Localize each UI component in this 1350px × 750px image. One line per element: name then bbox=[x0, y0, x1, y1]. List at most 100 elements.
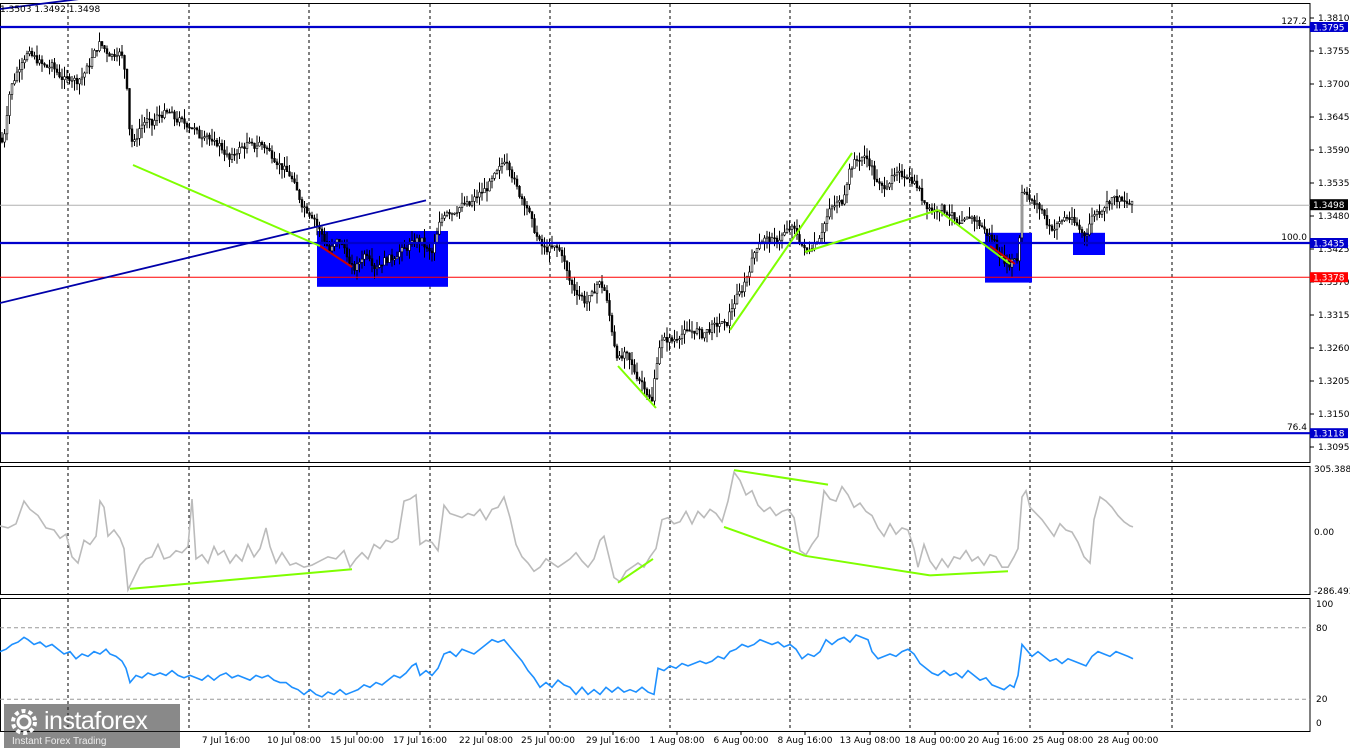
candle-body bbox=[385, 257, 389, 263]
candle-body bbox=[320, 228, 324, 235]
cci-line bbox=[0, 470, 1134, 593]
candle-body bbox=[0, 137, 4, 143]
candle-body bbox=[705, 329, 709, 334]
candle-body bbox=[328, 245, 331, 252]
candle-body bbox=[213, 139, 216, 142]
candle-body bbox=[843, 194, 846, 205]
x-tick-label: 8 Aug 16:00 bbox=[778, 736, 833, 746]
candle-body bbox=[28, 50, 31, 55]
candle-body bbox=[223, 149, 226, 155]
x-tick-label: 17 Jul 16:00 bbox=[393, 736, 447, 746]
y-tick-label: 1.3755 bbox=[1318, 47, 1350, 57]
candle-body bbox=[1078, 224, 1081, 230]
candle-body bbox=[883, 185, 886, 190]
candle-body bbox=[1075, 222, 1079, 226]
candle-body bbox=[993, 239, 996, 241]
candle-body bbox=[160, 115, 164, 118]
candle-body bbox=[1053, 228, 1056, 231]
y-tick-label: 1.3095 bbox=[1318, 443, 1350, 453]
panel-frame bbox=[0, 598, 1311, 732]
candle-body bbox=[278, 163, 281, 166]
cci-trend-line bbox=[129, 568, 353, 590]
candle-body bbox=[945, 212, 949, 215]
candle-body bbox=[98, 41, 101, 52]
candle-body bbox=[728, 311, 731, 326]
candle-body bbox=[928, 207, 931, 210]
candle-body bbox=[405, 247, 409, 251]
level-price-label: 1.3435 bbox=[1313, 240, 1345, 250]
candle-body bbox=[148, 118, 151, 121]
candle-body bbox=[755, 248, 759, 253]
current-price-tag bbox=[1310, 199, 1348, 211]
candle-body bbox=[1060, 220, 1064, 222]
candle-body bbox=[475, 196, 479, 199]
candle-body bbox=[345, 247, 349, 258]
candle-body bbox=[690, 330, 694, 333]
candle-body bbox=[48, 66, 51, 69]
y-tick-label: 1.3260 bbox=[1318, 344, 1350, 354]
candle-body bbox=[263, 144, 266, 149]
candle-body bbox=[303, 206, 306, 209]
candle-body bbox=[233, 153, 236, 156]
candle-body bbox=[500, 163, 504, 167]
x-tick-label: 20 Aug 16:00 bbox=[968, 736, 1029, 746]
candle-body bbox=[510, 169, 514, 179]
candle-body bbox=[575, 289, 579, 296]
candle-body bbox=[455, 212, 459, 214]
rsi-panel: 100 80 20 0 bbox=[0, 600, 1333, 729]
candle-body bbox=[190, 127, 194, 130]
cci-trend-line bbox=[929, 570, 1009, 577]
x-tick-label: 1 Aug 08:00 bbox=[650, 736, 705, 746]
trend-line bbox=[804, 209, 939, 253]
candle-body bbox=[1020, 192, 1024, 239]
level-price-tag bbox=[1310, 22, 1348, 32]
candle-body bbox=[1043, 209, 1046, 216]
candle-body bbox=[535, 232, 539, 237]
candle-body bbox=[1093, 214, 1096, 217]
candle-body bbox=[675, 339, 679, 341]
level-price-label: 1.3378 bbox=[1313, 274, 1345, 284]
candle-body bbox=[238, 147, 241, 154]
candle-body bbox=[1025, 191, 1029, 196]
candle-body bbox=[123, 55, 126, 70]
candle-body bbox=[120, 51, 124, 56]
candle-body bbox=[230, 153, 234, 160]
candle-body bbox=[738, 291, 741, 295]
candle-body bbox=[35, 55, 39, 64]
rsi-tick-label: 0 bbox=[1316, 719, 1322, 729]
candle-body bbox=[353, 263, 356, 271]
cci-tick-label: -286.4931 bbox=[1314, 587, 1350, 597]
candle-body bbox=[295, 182, 299, 191]
candle-body bbox=[513, 177, 516, 180]
candle-body bbox=[790, 225, 794, 230]
trend-line bbox=[319, 245, 353, 268]
candle-body bbox=[890, 175, 894, 184]
candle-body bbox=[8, 94, 11, 116]
candle-body bbox=[1095, 211, 1099, 215]
trend-line bbox=[937, 209, 1011, 265]
candle-body bbox=[368, 255, 371, 259]
candle-body bbox=[1063, 217, 1066, 221]
candle-body bbox=[285, 165, 289, 172]
candle-body bbox=[178, 117, 181, 123]
candle-body bbox=[538, 236, 541, 240]
candle-body bbox=[188, 126, 191, 129]
candle-body bbox=[1118, 196, 1121, 203]
candle-body bbox=[173, 111, 176, 120]
candle-body bbox=[403, 247, 406, 249]
candle-body bbox=[915, 180, 919, 189]
candle-body bbox=[1130, 200, 1134, 205]
candle-body bbox=[140, 124, 144, 129]
candle-body bbox=[918, 187, 921, 190]
candle-body bbox=[125, 68, 129, 89]
candle-body bbox=[688, 329, 691, 332]
candle-body bbox=[1015, 258, 1019, 262]
candle-body bbox=[433, 242, 436, 254]
candle-body bbox=[595, 284, 599, 294]
candle-body bbox=[903, 176, 906, 179]
candle-body bbox=[53, 62, 56, 70]
candle-body bbox=[555, 245, 559, 248]
candle-body bbox=[898, 170, 901, 173]
candle-body bbox=[350, 263, 354, 265]
candle-body bbox=[380, 264, 384, 267]
